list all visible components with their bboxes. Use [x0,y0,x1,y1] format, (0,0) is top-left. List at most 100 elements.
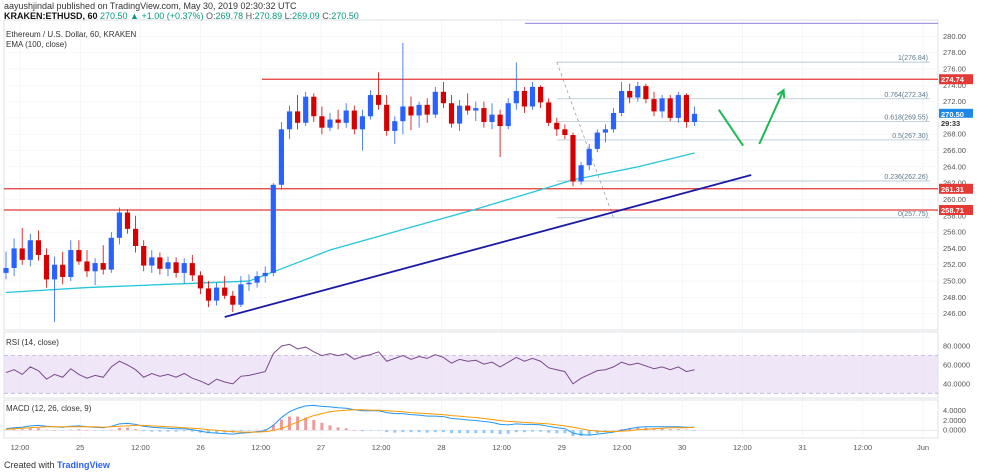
macd-histogram-bar [28,428,32,431]
candle-body [554,122,560,130]
macd-histogram-bar [579,430,583,437]
candle [424,98,430,123]
candle-body [424,104,430,115]
candle-body [586,148,592,166]
time-tick-label: 12:00 [733,443,752,452]
macd-histogram-bar [458,430,462,434]
macd-histogram-bar [668,429,672,431]
candle [359,109,365,151]
candle-body [562,129,568,136]
candle-body [197,275,203,289]
candle [335,109,341,130]
candle [392,116,398,144]
ema-layer [5,152,695,294]
candle [505,98,511,130]
fib-level-label: 1(276.84) [898,55,928,62]
candle [513,62,519,110]
rsi-line [5,343,695,386]
projection-arrow-0 [717,109,744,147]
macd-histogram-bar [279,419,283,431]
macd-histogram-bar [36,428,40,431]
candle-body [546,102,552,123]
macd-histogram-bar [433,430,437,433]
macd-histogram-bar [612,430,615,431]
macd-histogram-bar [466,430,470,434]
candle [262,266,268,283]
candle-body [141,245,147,266]
time-tick-label: 12:00 [251,443,270,452]
candle [222,276,228,299]
candle-body [505,103,511,127]
candle-body [76,250,82,262]
levels-layer [4,22,938,211]
macd-histogram-bar [474,430,478,434]
macd-histogram-bar [393,430,397,433]
candle-body [222,287,228,296]
candle-body [335,119,341,123]
candle-body [319,116,325,128]
candle-body [400,106,406,122]
candle [43,248,50,288]
macd-histogram-bar [409,430,413,433]
candle [19,228,25,265]
change-value: 270.50 ▲ +1.00 (+0.37%) [100,11,204,21]
macd-histogram-bar [69,429,73,431]
price-tick-label: 274.00 [943,81,966,90]
macd-line [5,404,695,436]
candle [343,103,349,128]
candle-body [11,248,17,268]
price-tick-label: 280.00 [943,32,966,41]
price-tick-label: 256.00 [943,228,966,237]
price-tick-label: 278.00 [943,48,966,57]
candle-body [610,113,617,130]
macd-histogram-bar [296,416,300,431]
pane-border-0 [3,19,939,331]
candle-body [181,263,187,273]
candle [643,83,649,104]
time-tick-label: 25 [76,443,84,452]
candle-body [538,86,544,103]
price-tick-label: 254.00 [943,244,966,253]
macd-histogram-bar [85,430,89,431]
candles-layer[interactable] [3,42,698,322]
candle-body [286,111,293,130]
candle [562,124,568,140]
candle-body [359,116,365,130]
candle [311,93,317,122]
macd-histogram-bar [636,427,640,431]
rsi-band [4,355,938,394]
candle-body [52,264,58,280]
candle-body [578,165,584,182]
level-tag-label: 258.71 [941,206,964,215]
candle [214,282,220,306]
candle-body [497,114,503,127]
candle-body [416,104,422,116]
macd-histogram-bar [109,429,113,431]
projection-arrow-head [776,88,786,99]
axes-layer: 246.00 248.00 250.00 252.00 254.00 256.00 258.… [11,32,973,452]
macd-histogram-bar [385,430,389,433]
candle-body [481,108,487,122]
macd-histogram-bar [77,429,81,431]
candle-body [570,135,576,182]
candle-body [84,261,90,272]
macd-histogram-bar [101,430,105,431]
low-value: 269.09 [292,11,320,21]
candle [303,91,309,127]
candle [76,240,82,265]
candle [594,129,600,153]
candle-body [92,263,98,272]
candle-body [408,106,414,116]
pane-border-2 [3,399,939,439]
level-tag-box [939,204,973,215]
candle-body [133,228,139,246]
time-tick-label: 31 [798,443,806,452]
candle-body [384,104,390,131]
footer-prefix: Created with [4,460,55,470]
candle [254,271,260,288]
tradingview-logo[interactable]: TradingView [57,460,110,470]
candle [400,42,406,135]
macd-histogram-bar [587,430,591,436]
